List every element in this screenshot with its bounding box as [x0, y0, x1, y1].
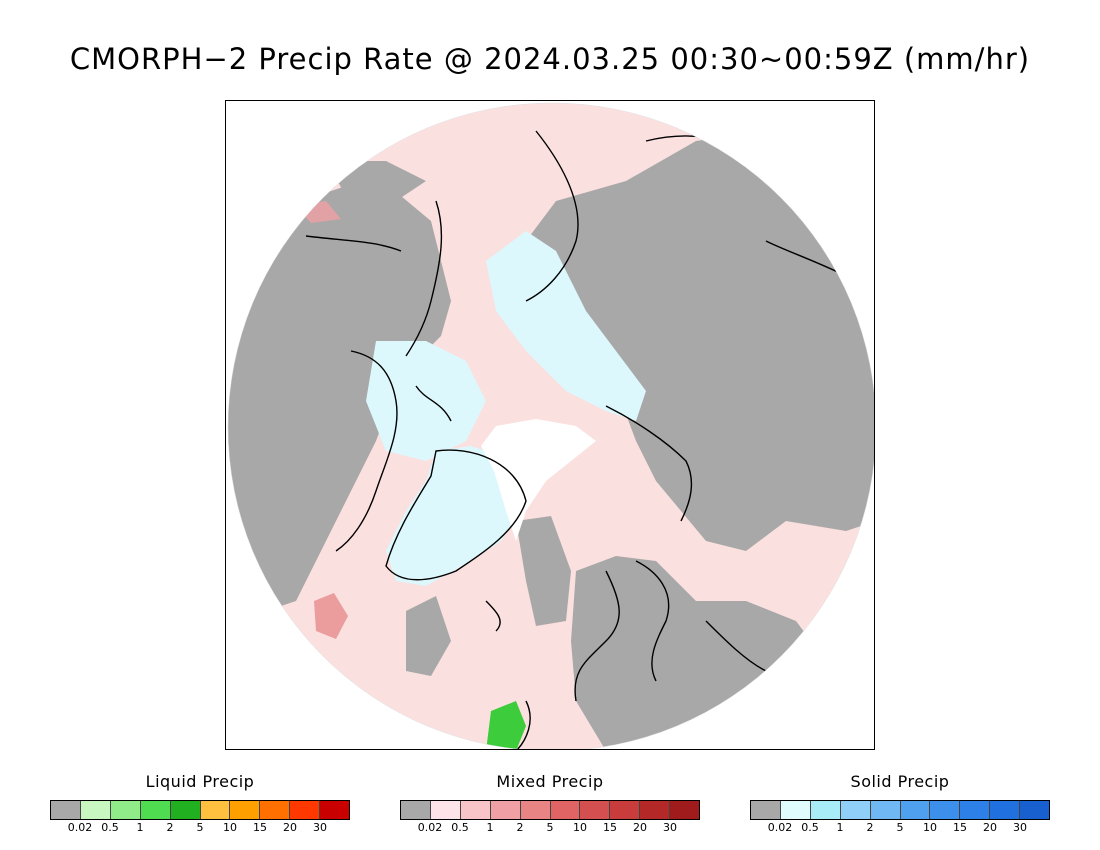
- legend-tick-label: 10: [923, 821, 937, 834]
- disk-edge: [227, 102, 874, 749]
- coastlines: [305, 130, 847, 749]
- legend-mixed: Mixed Precip 0.02 0.5 1 2 5 10 15 20 30: [400, 772, 700, 835]
- legend-mixed-colorbar: [400, 800, 700, 820]
- legend-tick-label: 20: [633, 821, 647, 834]
- chart-title: CMORPH−2 Precip Rate @ 2024.03.25 00:30~…: [69, 42, 1031, 76]
- legend-swatch: [840, 801, 871, 819]
- legend-tick-label: 30: [1013, 821, 1027, 834]
- legend-swatch: [610, 801, 641, 819]
- legend-tick-label: 10: [223, 821, 237, 834]
- legend-tick-label: 30: [313, 821, 327, 834]
- legend-swatch: [110, 801, 141, 819]
- legend-swatch: [640, 801, 671, 819]
- legend-swatch: [80, 801, 111, 819]
- legend-swatch: [430, 801, 461, 819]
- legend-solid-title: Solid Precip: [850, 772, 950, 791]
- legend-swatch: [170, 801, 201, 819]
- legend-swatch: [460, 801, 491, 819]
- polar-data-gap: [481, 419, 596, 541]
- legend-liquid: Liquid Precip 0.02 0.5 1 2 5 10 15 20 30: [50, 772, 350, 835]
- legend-tick-label: 20: [983, 821, 997, 834]
- land-north-america: [228, 186, 451, 621]
- liquid-precip-british-isles: [486, 701, 526, 749]
- legend-tick-label: 5: [896, 821, 904, 834]
- legend-swatch: [870, 801, 901, 819]
- gray-patch-atlantic: [406, 596, 451, 676]
- legend-tick-label: 0.5: [801, 821, 819, 834]
- legend-tick-label: 1: [136, 821, 144, 834]
- legend-tick-label: 0.02: [417, 821, 443, 834]
- legend-tick-label: 2: [516, 821, 524, 834]
- legend-tick-label: 10: [573, 821, 587, 834]
- legend-swatch: [290, 801, 321, 819]
- legend-swatch: [1020, 801, 1050, 819]
- legend-mixed-title: Mixed Precip: [496, 772, 604, 791]
- legend-swatch: [751, 801, 781, 819]
- legend-swatch: [320, 801, 350, 819]
- snow-canadian-archipelago: [366, 341, 486, 461]
- legend-swatch: [580, 801, 611, 819]
- legend-swatch: [230, 801, 261, 819]
- legend-tick-label: 5: [196, 821, 204, 834]
- snow-greenland: [386, 446, 526, 586]
- legend-tick-label: 20: [283, 821, 297, 834]
- legend-tick-label: 0.5: [451, 821, 469, 834]
- gray-patch-atlantic-2: [516, 516, 571, 626]
- legend-swatch: [930, 801, 961, 819]
- legend-tick-label: 15: [253, 821, 267, 834]
- legend-swatch: [51, 801, 81, 819]
- legend-swatch: [260, 801, 291, 819]
- legend-solid: Solid Precip 0.02 0.5 1 2 5 10 15 20 30: [750, 772, 1050, 835]
- legend-tick-label: 0.02: [767, 821, 793, 834]
- legend-swatch: [780, 801, 811, 819]
- legend-swatch: [900, 801, 931, 819]
- legend-swatch: [401, 801, 431, 819]
- legend-mixed-ticks: 0.02 0.5 1 2 5 10 15 20 30: [400, 821, 700, 835]
- snow-arctic-ocean: [486, 231, 646, 421]
- legend-tick-label: 15: [953, 821, 967, 834]
- legend-swatch: [520, 801, 551, 819]
- legend-swatch: [810, 801, 841, 819]
- legend-swatch: [490, 801, 521, 819]
- legend-tick-label: 2: [866, 821, 874, 834]
- legend-tick-label: 30: [663, 821, 677, 834]
- legend-swatch: [670, 801, 700, 819]
- land-siberia: [526, 131, 874, 551]
- polar-map: [225, 100, 875, 750]
- legend-solid-ticks: 0.02 0.5 1 2 5 10 15 20 30: [750, 821, 1050, 835]
- legend-tick-label: 1: [486, 821, 494, 834]
- legend-liquid-colorbar: [50, 800, 350, 820]
- legend-liquid-ticks: 0.02 0.5 1 2 5 10 15 20 30: [50, 821, 350, 835]
- legend-tick-label: 1: [836, 821, 844, 834]
- legend-swatch: [990, 801, 1021, 819]
- legend-tick-label: 0.02: [67, 821, 93, 834]
- legend-solid-colorbar: [750, 800, 1050, 820]
- legend-tick-label: 0.5: [101, 821, 119, 834]
- legend-swatch: [550, 801, 581, 819]
- legend-swatch: [200, 801, 231, 819]
- legend-tick-label: 5: [546, 821, 554, 834]
- legend-tick-label: 2: [166, 821, 174, 834]
- legend-swatch: [140, 801, 171, 819]
- legend-liquid-title: Liquid Precip: [145, 772, 255, 791]
- legend-tick-label: 15: [603, 821, 617, 834]
- mixed-precip-north-atlantic: [314, 593, 348, 639]
- legend-swatch: [960, 801, 991, 819]
